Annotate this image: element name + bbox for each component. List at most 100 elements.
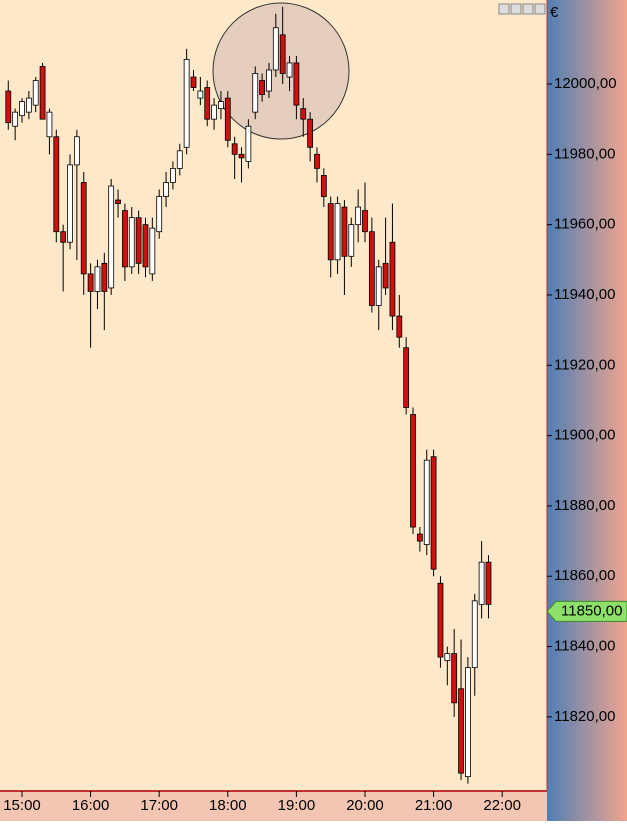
time-axis: [0, 790, 547, 821]
x-tick-label: 15:00: [3, 797, 41, 814]
candle-body: [334, 203, 341, 261]
candle-body: [156, 196, 163, 233]
candle-body: [416, 533, 423, 542]
x-tick-label: 17:00: [140, 797, 178, 814]
button[interactable]: [534, 3, 546, 15]
candle-body: [211, 104, 217, 120]
candle-body: [464, 667, 471, 778]
candle-body: [272, 27, 279, 71]
candle-body: [46, 111, 53, 138]
candle-body: [382, 262, 389, 289]
candle-body: [115, 199, 121, 204]
candle-body: [368, 231, 375, 306]
candle-body: [190, 76, 197, 88]
candle-body: [458, 688, 464, 774]
candle-body: [53, 136, 60, 233]
candle-body: [279, 34, 286, 74]
candle-body: [437, 582, 444, 658]
candle-body: [128, 217, 135, 268]
button[interactable]: [522, 3, 534, 15]
candle-body: [403, 347, 410, 408]
candle-body: [478, 561, 485, 605]
x-tick-label: 22:00: [483, 797, 521, 814]
y-tick-label: 11980,00: [554, 145, 615, 162]
currency: €: [550, 4, 559, 21]
candle-body: [238, 153, 245, 159]
candle-body: [259, 80, 266, 95]
y-tick-label: 11880,00: [554, 497, 615, 514]
last-price-label: 11850,00: [561, 602, 622, 619]
candle-body: [204, 87, 211, 120]
button[interactable]: [498, 3, 510, 15]
x-tick-label: 18:00: [209, 797, 247, 814]
last-price-tag: [546, 600, 627, 622]
candle-body: [197, 90, 204, 99]
candle-body: [73, 136, 80, 166]
candle-body: [231, 143, 238, 155]
candle-body: [67, 164, 73, 243]
candle-body: [60, 231, 67, 243]
candle-body: [293, 62, 300, 106]
candle-body: [444, 653, 451, 662]
y-tick-label: 11840,00: [554, 638, 615, 655]
candle-body: [149, 227, 156, 275]
candle-body: [94, 266, 101, 292]
x-tick-label: 16:00: [72, 797, 110, 814]
candle-body: [108, 185, 115, 289]
candle-body: [176, 150, 183, 169]
y-tick-label: 11820,00: [554, 708, 615, 725]
candle-body: [80, 182, 87, 275]
window-buttons[interactable]: [498, 3, 546, 15]
y-tick-label: 11900,00: [554, 427, 615, 444]
candle-body: [423, 459, 430, 545]
candle-body: [300, 108, 307, 120]
x-tick-label: 19:00: [278, 797, 316, 814]
candle-body: [224, 97, 231, 141]
candle-body: [170, 168, 176, 183]
candle-body: [389, 241, 396, 317]
candle-body: [355, 206, 362, 226]
candle-body: [307, 118, 314, 148]
candle-body: [163, 182, 169, 197]
candle-body: [101, 262, 108, 292]
y-tick-label: 11860,00: [554, 567, 615, 584]
candle-body: [341, 206, 348, 257]
candle-body: [135, 217, 142, 264]
candle-body: [314, 153, 320, 169]
button[interactable]: [510, 3, 522, 15]
x-tick-label: 21:00: [415, 797, 453, 814]
candle-body: [320, 175, 327, 197]
x-tick-label: 20:00: [346, 797, 384, 814]
candle-body: [19, 101, 25, 117]
candle-body: [327, 203, 334, 261]
candle-body: [485, 561, 492, 605]
candle-body: [348, 224, 355, 257]
candle-body: [362, 210, 368, 233]
candle-body: [286, 62, 293, 78]
candle-body: [430, 456, 437, 570]
candle-body: [266, 69, 272, 92]
candle-body: [25, 97, 32, 113]
candle-body: [5, 90, 12, 124]
candle-body: [410, 414, 416, 528]
candle-body: [471, 600, 478, 669]
candle-body: [32, 80, 39, 106]
candle-body: [451, 653, 458, 704]
candle-body: [39, 66, 46, 120]
candle-body: [396, 315, 403, 338]
y-tick-label: 12000,00: [554, 75, 617, 92]
candle-body: [218, 101, 224, 110]
candle-body: [87, 273, 94, 292]
y-tick-label: 11920,00: [554, 356, 615, 373]
candle-body: [252, 73, 259, 113]
candle-body: [12, 111, 19, 127]
candle-body: [142, 224, 149, 268]
y-tick-label: 11940,00: [554, 286, 615, 303]
candle-body: [375, 266, 382, 306]
candle-body: [122, 210, 128, 268]
candle-body: [245, 125, 252, 162]
candle-body: [183, 59, 190, 148]
price-axis: [547, 0, 627, 821]
